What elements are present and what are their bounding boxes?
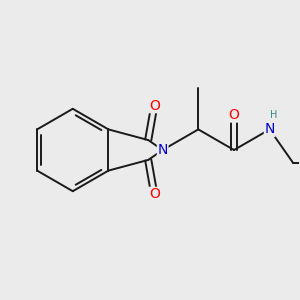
- Text: H: H: [270, 110, 278, 120]
- Text: N: N: [265, 122, 275, 136]
- Text: O: O: [229, 108, 239, 122]
- Text: N: N: [158, 143, 168, 157]
- Text: O: O: [149, 188, 160, 201]
- Text: O: O: [149, 99, 160, 112]
